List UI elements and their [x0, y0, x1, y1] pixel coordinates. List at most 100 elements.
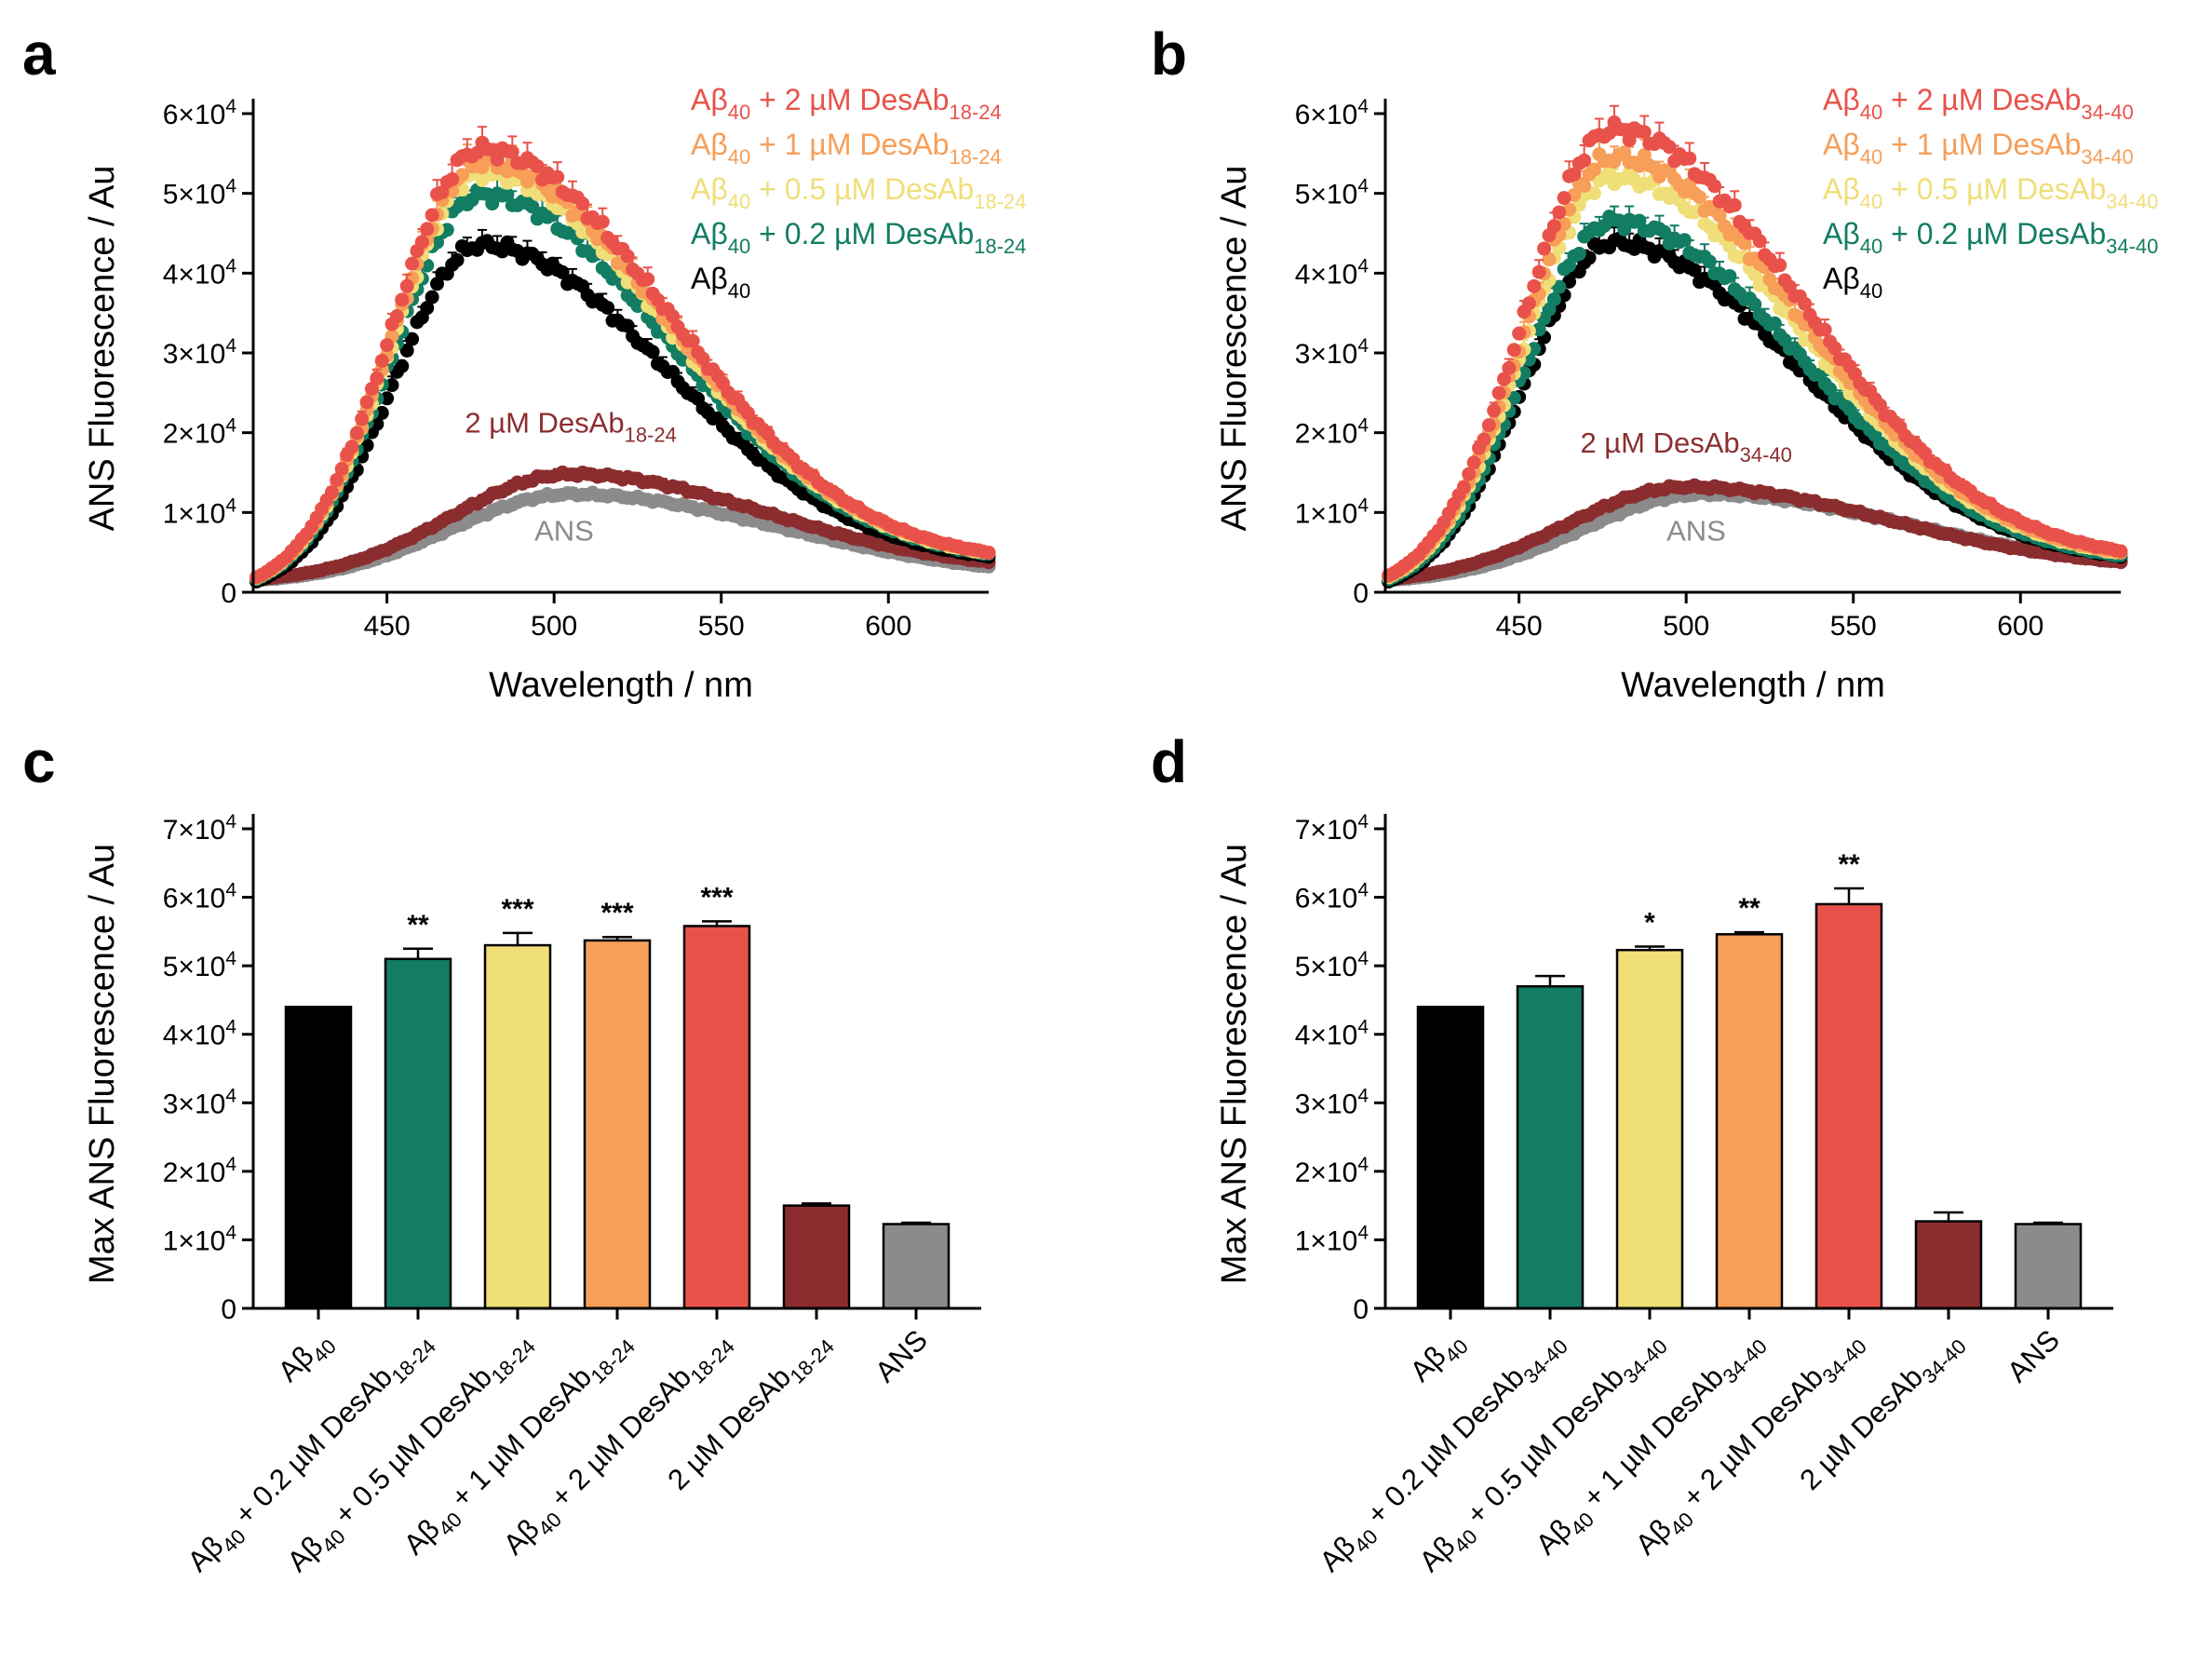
data-point	[1586, 162, 1601, 177]
data-point	[695, 351, 710, 366]
x-tick-label: 600	[1997, 611, 2043, 642]
y-axis-title: Max ANS Fluorescence / Au	[1215, 844, 1254, 1284]
series-annotation: ANS	[1666, 514, 1726, 547]
data-point	[1506, 343, 1521, 358]
x-tick-label: 550	[698, 611, 745, 642]
data-point	[344, 440, 359, 454]
panel-letter-a: a	[22, 20, 56, 88]
legend-entry: Aβ40 + 1 µM DesAb18-24	[691, 128, 1002, 169]
data-point	[1477, 432, 1491, 447]
y-tick-label: 5×104	[163, 176, 237, 210]
data-point	[1747, 297, 1762, 312]
data-point	[384, 378, 399, 393]
data-point	[505, 144, 519, 159]
data-point	[1542, 252, 1557, 267]
data-point	[1537, 241, 1552, 256]
data-point	[645, 345, 660, 359]
spectrum-chart-b: 0 1×104 2×104 3×104 4×104 5×104 6×104 ANS Fluor…	[1215, 83, 2158, 705]
panel-b: b 0 1×104 2×104 3×104 4×104 5×104 6×104 ANS Flu…	[1151, 20, 2158, 705]
y-tick-label: 0	[221, 1294, 236, 1325]
data-point	[500, 164, 515, 179]
legend-entry: Aβ40 + 2 µM DesAb18-24	[691, 83, 1002, 124]
bar-group: ***	[483, 894, 552, 1310]
data-point	[1662, 140, 1677, 155]
data-point	[641, 272, 655, 287]
data-point	[359, 395, 374, 410]
x-axis-title: Wavelength / nm	[489, 666, 753, 705]
bar-group: ***	[682, 882, 751, 1310]
bar	[284, 1006, 353, 1310]
data-point	[620, 249, 635, 264]
data-point	[1546, 291, 1561, 306]
bar-group	[284, 1006, 353, 1310]
y-tick-label: 5×104	[1295, 176, 1369, 210]
data-point	[1693, 190, 1707, 205]
bar-chart-c: Aβ40**Aβ40 + 0.2 µM DesAb18-24***Aβ40 + …	[83, 811, 981, 1578]
data-point	[1752, 234, 1767, 249]
data-point	[370, 371, 384, 386]
x-tick-label: 500	[531, 611, 577, 642]
data-point	[1502, 360, 1517, 375]
y-tick-label: 3×104	[1295, 335, 1369, 370]
data-point	[399, 278, 414, 293]
bar	[1914, 1220, 1983, 1310]
data-point	[1687, 263, 1702, 278]
y-tick-label: 6×104	[1295, 880, 1369, 914]
bar-group	[1416, 1006, 1485, 1310]
data-point	[1577, 153, 1592, 168]
data-point	[1521, 296, 1536, 311]
data-point	[525, 199, 540, 214]
data-point	[1632, 158, 1647, 173]
data-point	[1767, 316, 1782, 331]
panel-letter-d: d	[1151, 728, 1187, 795]
bar	[583, 939, 652, 1310]
panel-c: c Aβ40**Aβ40 + 0.2 µM DesAb18-24***Aβ40 …	[22, 728, 981, 1578]
bar	[2014, 1223, 2083, 1310]
x-tick-label: 450	[1496, 611, 1543, 642]
y-tick-label: 2×104	[163, 415, 237, 450]
significance-label: ***	[700, 882, 733, 913]
data-point	[334, 462, 349, 477]
data-point	[1552, 279, 1567, 294]
data-point	[380, 391, 395, 406]
bar-group: **	[1715, 893, 1784, 1310]
significance-label: ***	[600, 898, 633, 928]
y-tick-label: 1×104	[163, 1222, 237, 1256]
category-label: 2 µM DesAb18-24	[661, 1323, 839, 1501]
bar-group: **	[384, 910, 452, 1310]
y-tick-label: 2×104	[1295, 415, 1369, 450]
data-point	[374, 405, 389, 420]
y-tick-label: 0	[1353, 578, 1369, 609]
data-point	[1702, 254, 1717, 269]
bar-group: ***	[583, 898, 652, 1310]
y-tick-label: 2×104	[163, 1154, 237, 1188]
x-axis-title: Wavelength / nm	[1621, 666, 1885, 705]
data-point	[1722, 268, 1737, 283]
series-2 µM DesAb34-40	[1382, 478, 2128, 587]
series-annotation: 2 µM DesAb34-40	[1580, 426, 1791, 467]
data-point	[1456, 480, 1471, 494]
category-label: 2 µM DesAb34-40	[1793, 1323, 1971, 1501]
data-point	[2113, 544, 2128, 559]
y-tick-label: 0	[1353, 1294, 1369, 1325]
category-label: Aβ40	[272, 1323, 341, 1392]
data-point	[1546, 219, 1561, 234]
y-axis-title: ANS Fluorescence / Au	[83, 166, 122, 532]
x-tick-label: 450	[364, 611, 411, 642]
data-point	[1577, 179, 1592, 194]
y-tick-label: 4×104	[163, 1017, 237, 1051]
bar-group	[882, 1221, 951, 1310]
data-point	[1747, 267, 1762, 282]
legend-entry: Aβ40 + 0.2 µM DesAb18-24	[691, 217, 1026, 258]
spectrum-chart-a: 0 1×104 2×104 3×104 4×104 5×104 6×104 ANS Fluor…	[83, 83, 1026, 705]
data-point	[414, 235, 429, 250]
data-point	[330, 472, 344, 487]
data-point	[575, 196, 590, 211]
data-point	[395, 359, 410, 373]
data-point	[389, 309, 404, 324]
bar	[782, 1204, 851, 1310]
